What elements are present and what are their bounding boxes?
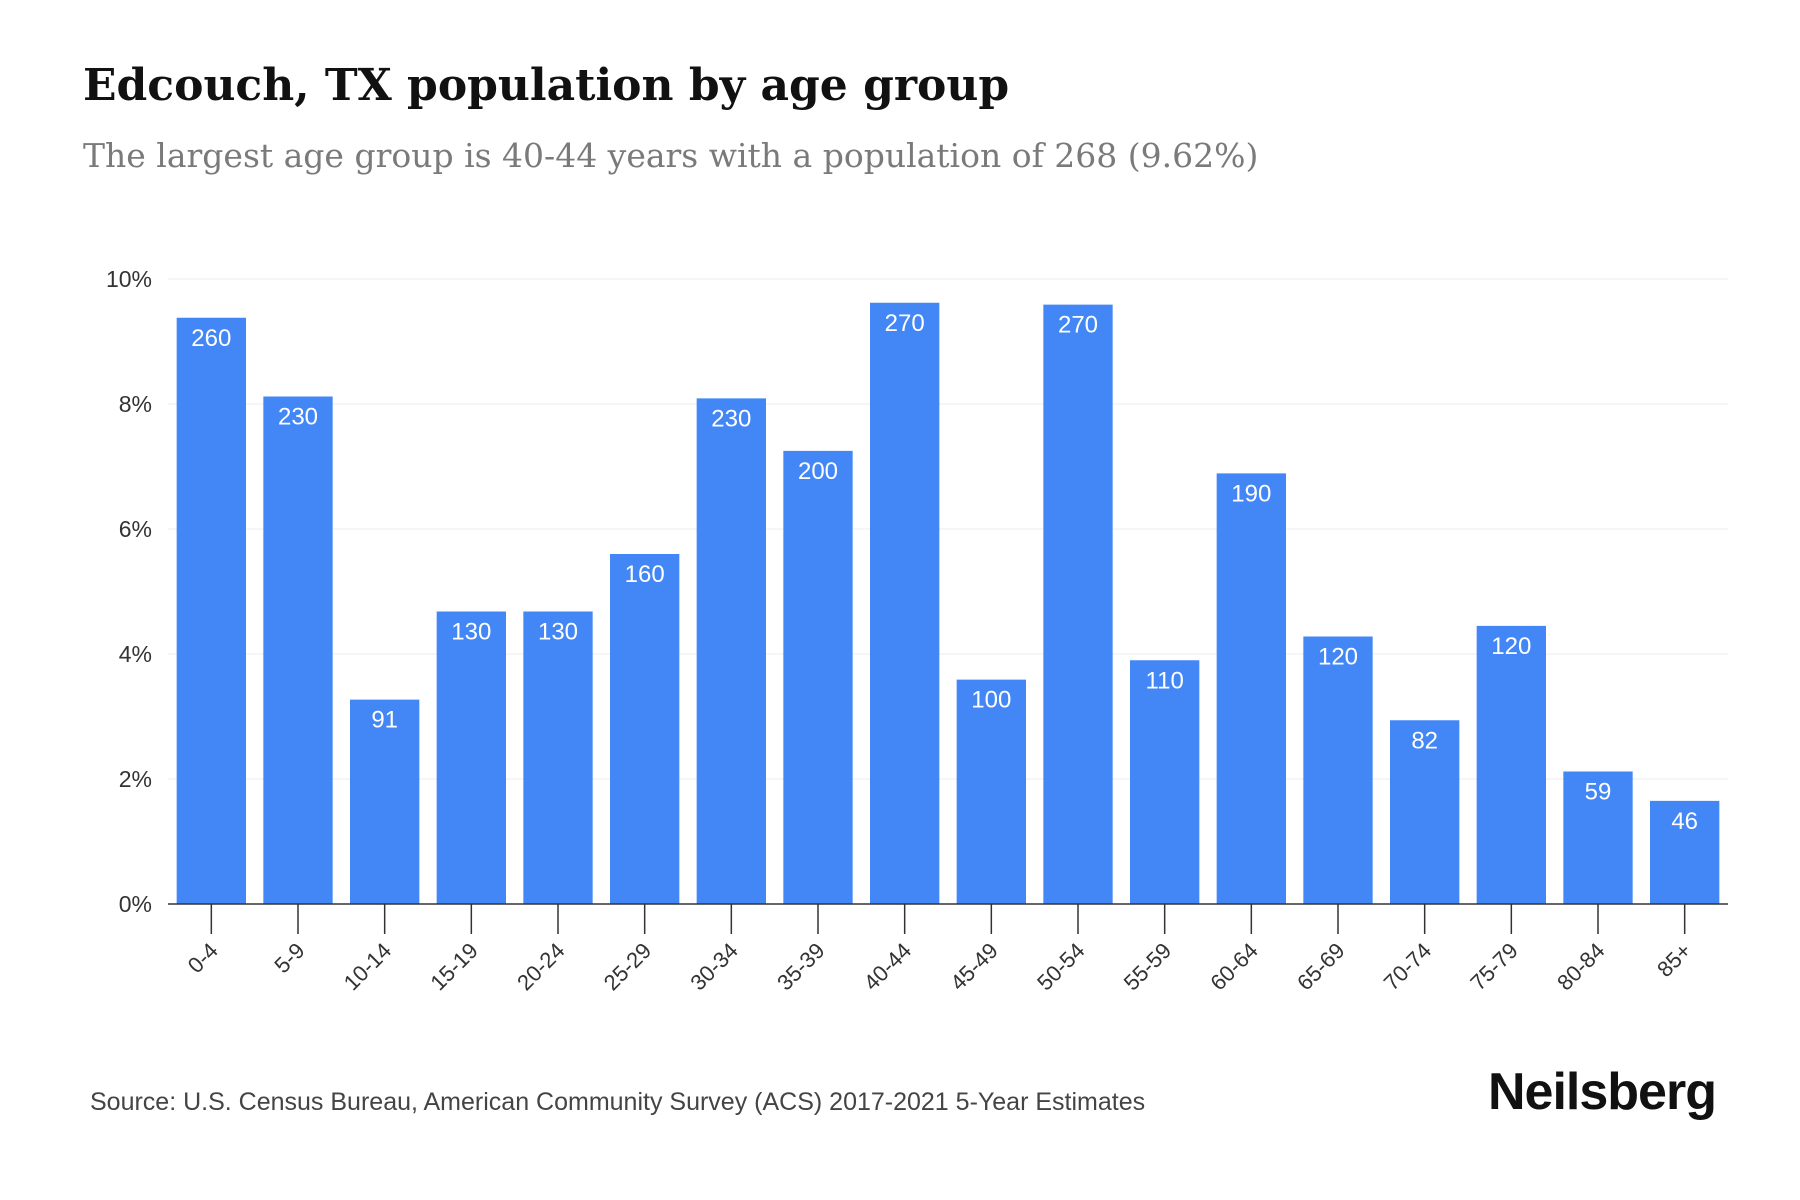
bar-value-label: 230 — [278, 404, 318, 431]
x-tick-label: 40-44 — [859, 938, 916, 995]
source-note: Source: U.S. Census Bureau, American Com… — [90, 1088, 1146, 1116]
bar-value-label: 130 — [451, 619, 491, 646]
x-tick-label: 75-79 — [1465, 938, 1522, 995]
chart-subtitle: The largest age group is 40-44 years wit… — [83, 136, 1259, 175]
x-tick-label: 25-29 — [599, 938, 656, 995]
bar-value-label: 230 — [711, 405, 751, 432]
bar-value-label: 100 — [971, 687, 1011, 714]
bar-value-label: 270 — [1058, 312, 1098, 339]
bars: 260 230 91 130 130 160 230 200 270 100 270 110 190 12… — [176, 302, 1720, 904]
y-tick-label: 10% — [106, 266, 152, 292]
x-tick-label: 5-9 — [269, 938, 309, 978]
bar — [870, 302, 940, 904]
bar — [956, 679, 1026, 904]
bar-value-label: 59 — [1585, 779, 1612, 806]
bar — [610, 554, 680, 904]
bar — [176, 317, 246, 904]
bar — [1650, 800, 1720, 904]
x-tick-label: 35-39 — [772, 938, 829, 995]
x-tick-label: 80-84 — [1552, 938, 1609, 995]
bar — [783, 450, 853, 904]
x-axis-ticks: 0-4 5-9 10-14 15-19 20-24 25-29 30-34 35-39 40-4… — [183, 904, 1696, 995]
bar-value-label: 190 — [1231, 480, 1271, 507]
bar — [523, 611, 593, 904]
y-tick-label: 6% — [119, 516, 152, 542]
chart-title: Edcouch, TX population by age group — [83, 60, 1010, 111]
bar-value-label: 260 — [191, 325, 231, 352]
bar-value-label: 120 — [1318, 644, 1358, 671]
bar-value-label: 46 — [1671, 808, 1698, 835]
bar — [1303, 636, 1373, 904]
x-tick-label: 65-69 — [1292, 938, 1349, 995]
x-tick-label: 15-19 — [425, 938, 482, 995]
brand-logo: Neilsberg — [1488, 1063, 1717, 1121]
gridlines — [168, 278, 1728, 780]
bar-value-label: 200 — [798, 458, 838, 485]
x-tick-label: 45-49 — [945, 938, 1002, 995]
x-tick-label: 85+ — [1652, 938, 1696, 982]
x-tick-label: 70-74 — [1379, 938, 1436, 995]
x-tick-label: 55-59 — [1119, 938, 1176, 995]
bar — [436, 611, 506, 904]
bar — [1476, 625, 1546, 904]
bar-value-label: 110 — [1146, 667, 1184, 694]
y-tick-label: 2% — [119, 766, 152, 792]
x-tick-label: 60-64 — [1205, 938, 1262, 995]
bar-value-label: 130 — [538, 619, 578, 646]
bar-value-label: 82 — [1411, 727, 1438, 754]
x-tick-label: 20-24 — [512, 938, 569, 995]
y-tick-label: 8% — [119, 391, 152, 417]
bar — [696, 398, 766, 904]
bar — [350, 699, 420, 904]
x-tick-label: 50-54 — [1032, 938, 1089, 995]
bar — [1043, 304, 1113, 904]
x-tick-label: 0-4 — [183, 938, 223, 978]
y-axis-ticks: 0% 2% 4% 6% 8% 10% — [106, 266, 152, 917]
y-tick-label: 0% — [119, 891, 152, 917]
x-tick-label: 10-14 — [339, 938, 396, 995]
bar — [1390, 720, 1460, 904]
bar — [1216, 473, 1286, 904]
x-tick-label: 30-34 — [685, 938, 742, 995]
bar-value-label: 120 — [1491, 633, 1531, 660]
y-tick-label: 4% — [119, 641, 152, 667]
bar-value-label: 160 — [625, 561, 665, 588]
bar-value-label: 91 — [371, 707, 398, 734]
bar — [1130, 660, 1200, 904]
bar — [263, 396, 333, 904]
bar-value-label: 270 — [885, 310, 925, 337]
bar — [1563, 771, 1633, 904]
